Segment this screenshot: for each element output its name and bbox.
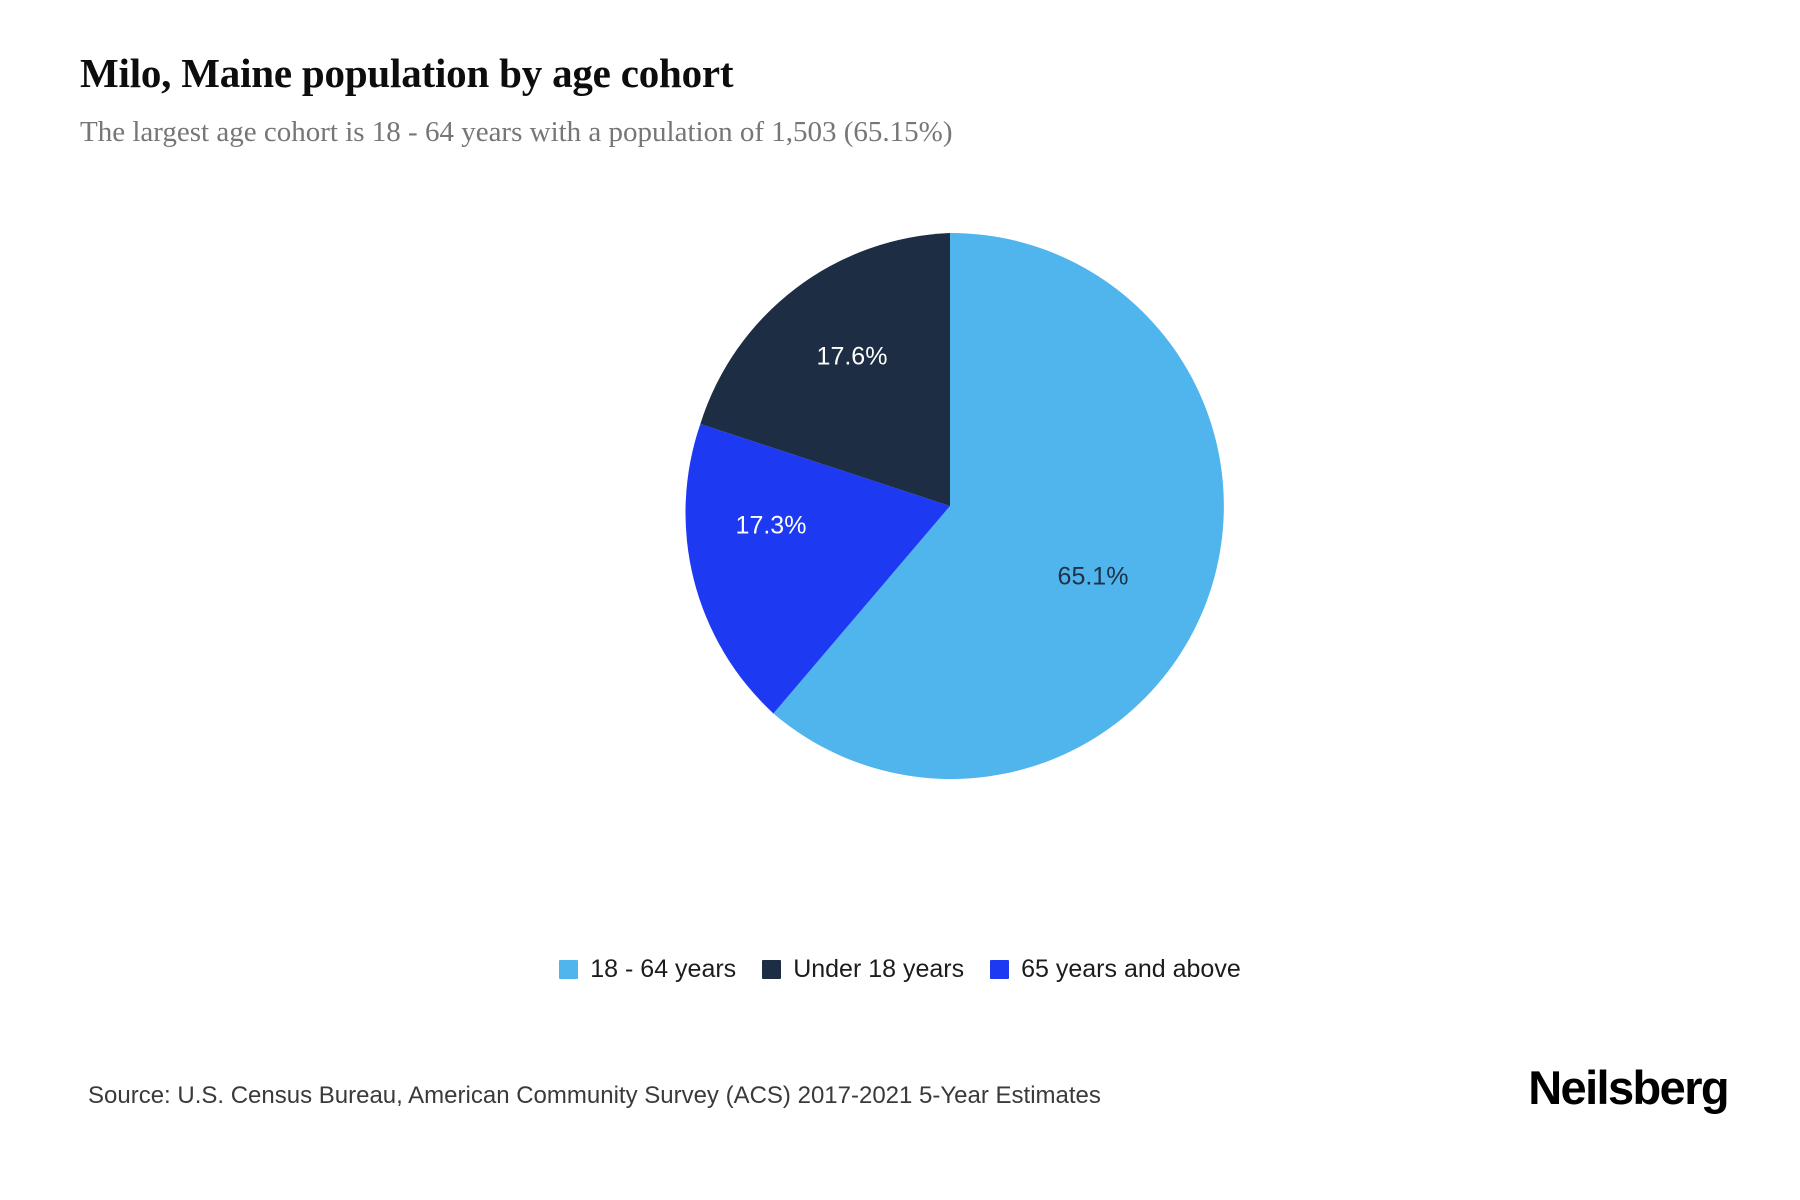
chart-footer: Source: U.S. Census Bureau, American Com… [0,1060,1800,1140]
legend-item-65-years-and-above[interactable]: 65 years and above [990,955,1241,984]
pie-chart: 65.1% 17.6% 17.3% [677,232,1224,779]
pie-slice-label-under-18-years: 17.6% [817,343,888,371]
brand-logo: Neilsberg [1528,1061,1729,1114]
legend-label-65-years-and-above: 65 years and above [1021,955,1241,983]
legend-label-18-64-years: 18 - 64 years [590,955,737,983]
source-note: Source: U.S. Census Bureau, American Com… [88,1082,1101,1109]
pie-chart-plot-area: 65.1% 17.6% 17.3% [0,210,1800,830]
pie-slice-label-18-64-years: 65.1% [1058,563,1129,591]
page-title: Milo, Maine population by age cohort [80,50,734,96]
legend-item-under-18-years[interactable]: Under 18 years [762,955,964,984]
legend-swatch-icon-under-18-years [762,960,782,979]
legend-swatch-icon-18-64-years [559,960,579,979]
pie-chart-svg: 65.1% 17.6% 17.3% [685,232,1224,779]
pie-slice-label-65-years-and-above: 17.3% [736,512,807,540]
legend-item-18-64-years[interactable]: 18 - 64 years [559,955,736,984]
pie-slice-under-18-years[interactable] [700,233,950,506]
pie-slice-18-64-years[interactable] [773,232,1224,779]
pie-slice-65-years-and-above[interactable] [685,423,950,714]
chart-legend: 18 - 64 years Under 18 years 65 years an… [0,955,1800,984]
legend-label-under-18-years: Under 18 years [793,955,965,983]
chart-header: Milo, Maine population by age cohort The… [80,50,1720,150]
chart-subtitle: The largest age cohort is 18 - 64 years … [80,116,953,149]
legend-swatch-icon-65-years-and-above [990,960,1010,979]
